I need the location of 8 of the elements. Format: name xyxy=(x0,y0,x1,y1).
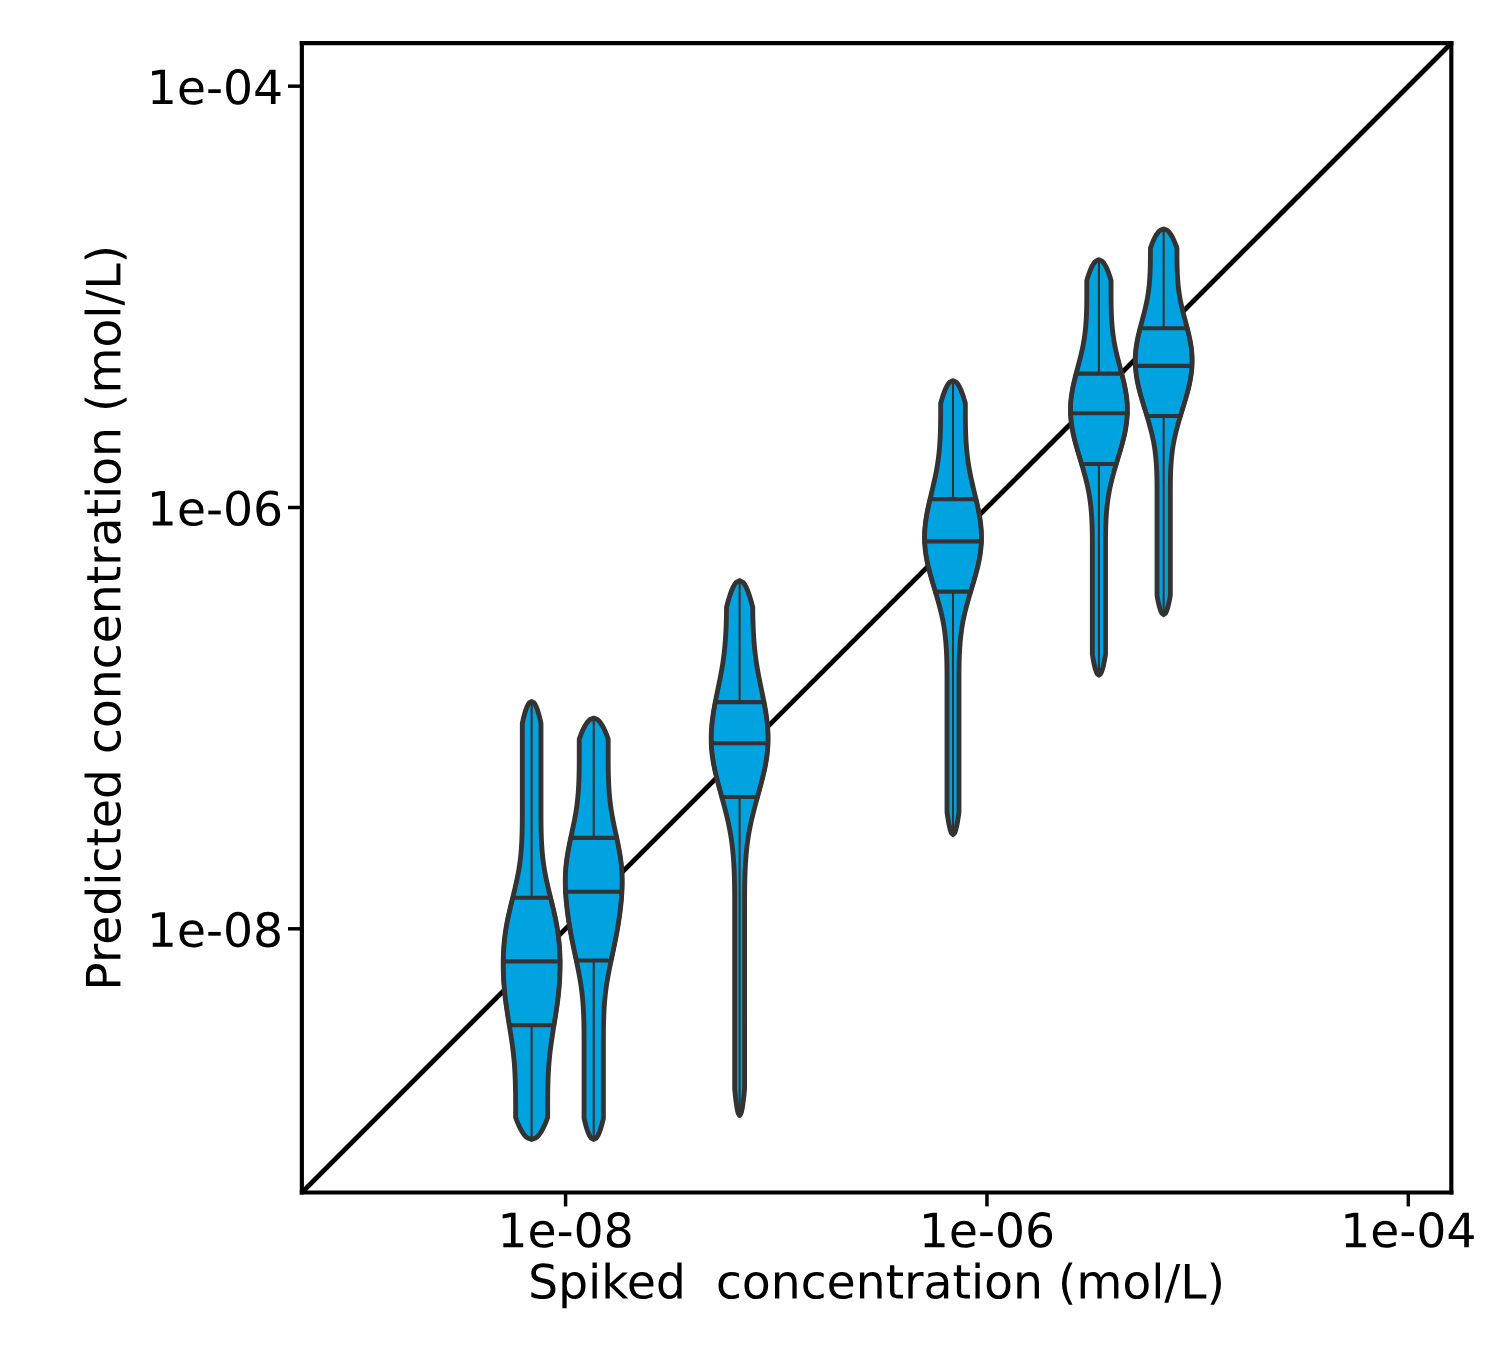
x-axis-title: Spiked concentration (mol/L) xyxy=(531,1262,1221,1309)
x-tick-label: 1e-04 xyxy=(1345,1212,1474,1248)
y-tick-label: 1e-06 xyxy=(152,490,281,527)
y-tick-label: 1e-08 xyxy=(152,911,280,948)
x-tick-label: 1e-06 xyxy=(924,1212,1053,1248)
x-tick-label: 1e-08 xyxy=(502,1212,631,1248)
y-axis-title: Predicted concentration (mol/L) xyxy=(84,249,127,987)
y-tick-label: 1e-04 xyxy=(152,69,281,105)
